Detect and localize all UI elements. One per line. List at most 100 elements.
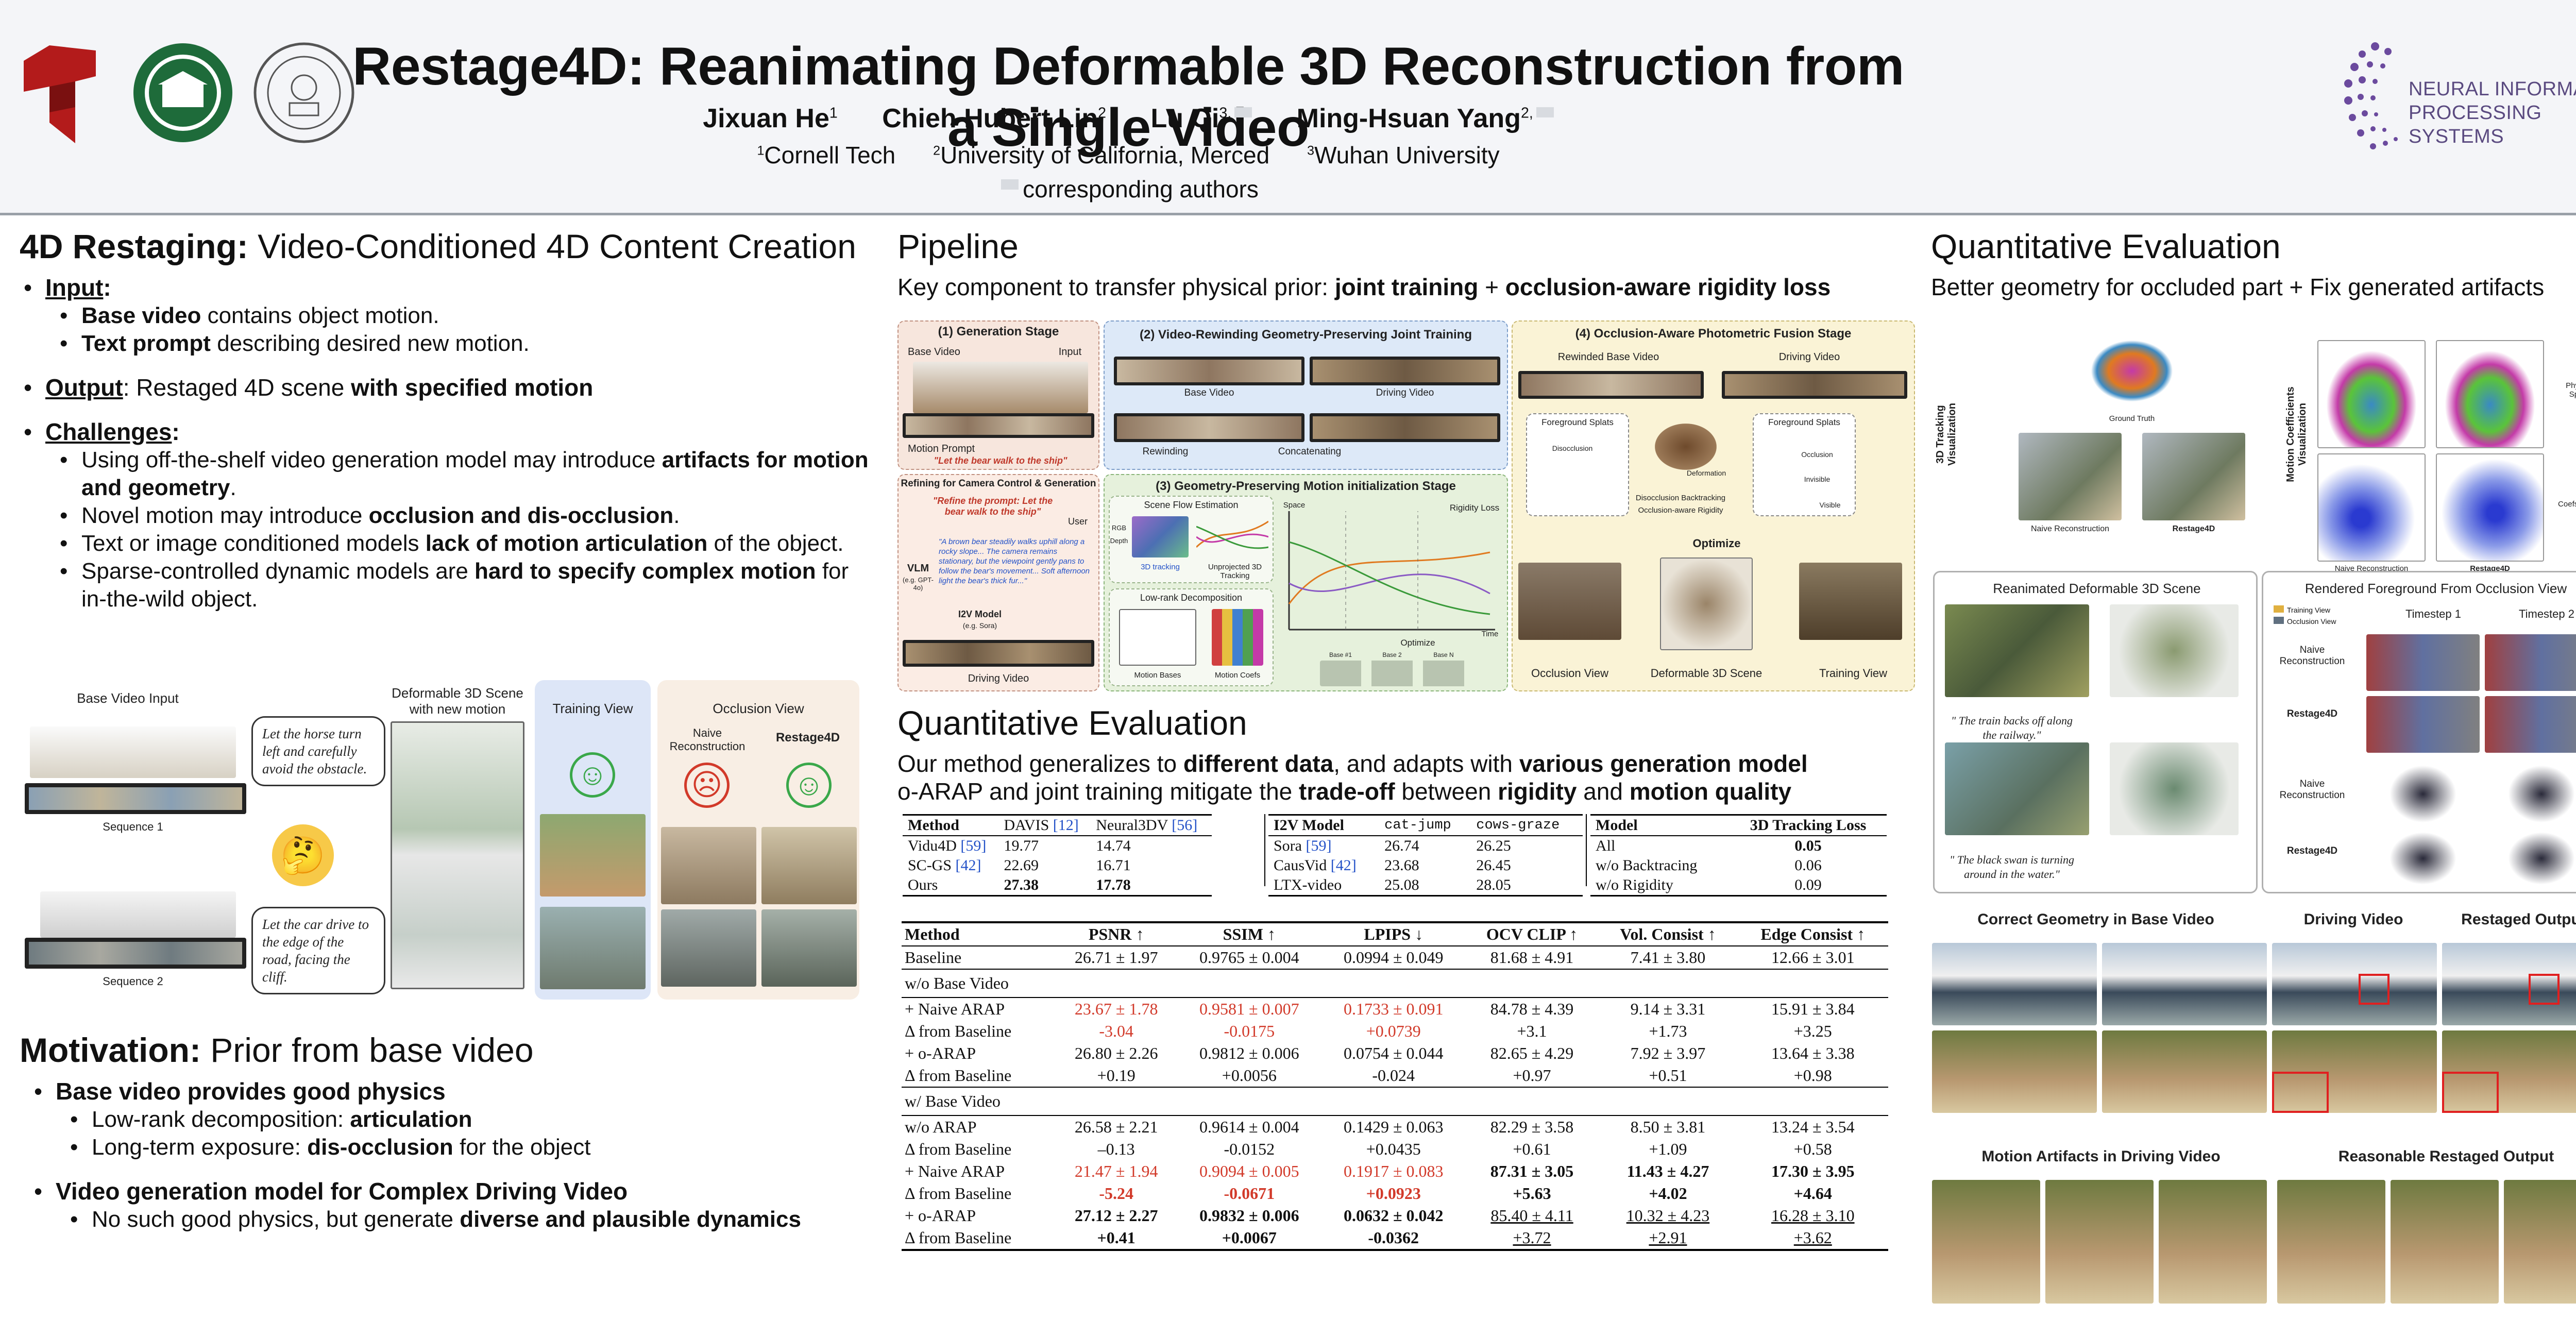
stage4-rewind-strip (1518, 371, 1704, 399)
poster-title: Restage4D: Reanimating Deformable 3D Rec… (352, 37, 1904, 158)
rgb-depth-image (1132, 516, 1189, 557)
input-item: Text prompt describing desired new motio… (20, 330, 870, 358)
restage4d-label: Restage4D (775, 731, 840, 745)
naive-recon-label-2: Naive Reconstruction (2334, 564, 2409, 573)
horse-sequence-image (30, 726, 236, 778)
physical-space-label: Physical Space (2566, 381, 2576, 399)
thinking-emoji-icon: 🤔 (272, 824, 334, 886)
vlm-note: (e.g. GPT-4o) (903, 576, 934, 591)
camel-base-1 (1932, 1030, 2097, 1113)
right-column: Quantitative Evaluation Better geometry … (1931, 227, 2576, 315)
training-view-label: Training View (552, 701, 633, 716)
user-label: User (1067, 516, 1088, 527)
swan-quote: " The black swan is turning around in th… (1945, 851, 2079, 884)
motion-bases-plot (1119, 609, 1196, 666)
i2v-model-label: I2V Model (958, 609, 1002, 619)
space-label: Space (1283, 501, 1306, 510)
table-row: + o-ARAP 26.80 ± 2.26 0.9812 ± 0.006 0.0754… (905, 1044, 1855, 1062)
sad-face-icon: ☹ (684, 763, 730, 808)
driving-video-label: Driving Video (968, 673, 1029, 684)
training-view-car (540, 907, 646, 989)
pipeline-subtitle: Key component to transfer physical prior… (897, 274, 1831, 300)
table-row: w/o Rigidity 0.09 (1596, 876, 1822, 893)
author: Lu Qi3, (1150, 104, 1252, 133)
stage1-label: (1) Generation Stage (938, 325, 1059, 339)
reanimated-title: Reanimated Deformable 3D Scene (1993, 581, 2201, 596)
ground-truth-render (2091, 340, 2173, 402)
deformable-scene-cube (391, 721, 524, 989)
section-row: w/o Base Video (902, 969, 1888, 997)
stage2-driving-label: Driving Video (1376, 387, 1434, 398)
quant-middle: Quantitative Evaluation Our method gener… (897, 703, 1918, 811)
visible-label: Visible (1819, 501, 1841, 509)
pipeline-diagram: (1) Generation Stage Base Video Input Mo… (897, 320, 1915, 691)
bus-driving (2272, 943, 2437, 1025)
table-row: w/o Backtracing 0.06 (1596, 857, 1822, 874)
main-results-table: Method PSNR ↑ SSIM ↑ LPIPS ↓ OCV CLIP ↑ … (902, 921, 1888, 1251)
restaging-heading: 4D Restaging: Video-Conditioned 4D Conte… (20, 227, 856, 265)
sequence2-label: Sequence 2 (103, 975, 163, 988)
base-video-label: Base Video (908, 346, 960, 358)
concatenating-label: Concatenating (1278, 446, 1342, 457)
table-row: Δ from Baseline +0.41 +0.0067 -0.0362 +3.72 +… (905, 1228, 1832, 1247)
disocc-backtracking-label: Disocclusion Backtracking (1635, 494, 1726, 502)
reanimated-scene-panel: Reanimated Deformable 3D Scene " The tra… (1933, 571, 2258, 893)
university-of-california-seal (253, 42, 354, 143)
table-row: Vidu4D [59] 19.77 14.74 (908, 837, 1131, 854)
sequence2-strip (25, 938, 246, 969)
table-row: CausVid [42] 23.68 26.45 (1274, 857, 1511, 874)
restage-swan-t2 (2505, 830, 2576, 887)
camel-artifact-1 (1932, 1180, 2040, 1304)
occlusion-naive-horse (661, 827, 756, 904)
naive-reconstruction-label: Naive Reconstruction (669, 726, 745, 753)
occlusion-restage-horse (761, 827, 857, 904)
neurips-wordmark: NEURAL INFORMATION PROCESSING SYSTEMS (2409, 78, 2576, 147)
training-view-image (1799, 563, 1902, 640)
occlusion-naive-car (661, 909, 756, 987)
training-view-label: Training View (1819, 667, 1888, 680)
rendered-foreground-panel: Rendered Foreground From Occlusion View … (2262, 571, 2576, 893)
rendered-title: Rendered Foreground From Occlusion View (2304, 581, 2567, 596)
affiliation: 1Cornell Tech (757, 142, 896, 168)
fg-splats-box-left (1526, 413, 1629, 516)
quant-line2: o-ARAP and joint training mitigate the t… (897, 778, 1792, 805)
table-row: SC-GS [42] 22.69 16.71 (908, 857, 1131, 874)
driving-video-label: Driving Video (2303, 911, 2403, 928)
training-view-horse (540, 814, 646, 897)
poster-header: Restage4D: Reanimating Deformable 3D Rec… (0, 0, 2576, 215)
table-row: Δ from Baseline +0.19 +0.0056 -0.024 +0.97 +0… (902, 1064, 1888, 1087)
fg-splats-label-right: Foreground Splats (1768, 417, 1840, 427)
author: Jixuan He1 (703, 104, 838, 133)
train-quote: " The train backs off along the railway.… (1945, 712, 2079, 745)
sequence1-strip (25, 783, 246, 814)
table-row: Δ from Baseline -5.24 -0.0671 +0.0923 +5.63 +… (905, 1184, 1832, 1203)
timestep1-label: Timestep 1 (2405, 607, 2461, 620)
deformable-scene-image (1660, 557, 1753, 650)
deformation-label: Deformation (1686, 469, 1726, 477)
occlusion-label: Occlusion (1801, 450, 1833, 459)
camel-artifact-3 (2159, 1180, 2267, 1304)
camel-restaged-2 (2391, 1180, 2499, 1304)
rgb-label: RGB (1111, 524, 1127, 532)
driving-film-strip (903, 640, 1094, 667)
naive-tracking-image (2019, 433, 2122, 520)
vlm-label: VLM (907, 563, 929, 574)
motivation-subpoint: No such good physics, but generate diver… (30, 1206, 870, 1233)
space-time-plot (1288, 511, 1495, 631)
training-camera-icon (2274, 605, 2284, 613)
wuhan-university-seal (133, 43, 232, 142)
motivation-heading: Motivation: Prior from base video (20, 1031, 534, 1069)
motion-coefs-label: Motion Coefs (1214, 671, 1261, 680)
table-row: w/o ARAP 26.58 ± 2.21 0.9614 ± 0.004 0.1429… (905, 1118, 1855, 1136)
training-view-legend: Training View (2274, 605, 2330, 614)
motivation-section: Motivation: Prior from base video Base v… (20, 1030, 870, 1233)
quant-heading: Quantitative Evaluation (897, 704, 1247, 742)
restage-train-t2 (2485, 696, 2576, 753)
base-film-strip (903, 413, 1094, 438)
occlusion-view-label: Occlusion View (713, 701, 804, 716)
fg-splats-box-right (1753, 413, 1856, 516)
coefs-space-label: Coefs Space (2558, 500, 2576, 509)
fg-splats-label-left: Foreground Splats (1541, 417, 1614, 427)
ablation-table: Model 3D Tracking Loss All 0.05 w/o Backt… (1590, 814, 1887, 897)
coefs-space-naive (2317, 453, 2426, 562)
